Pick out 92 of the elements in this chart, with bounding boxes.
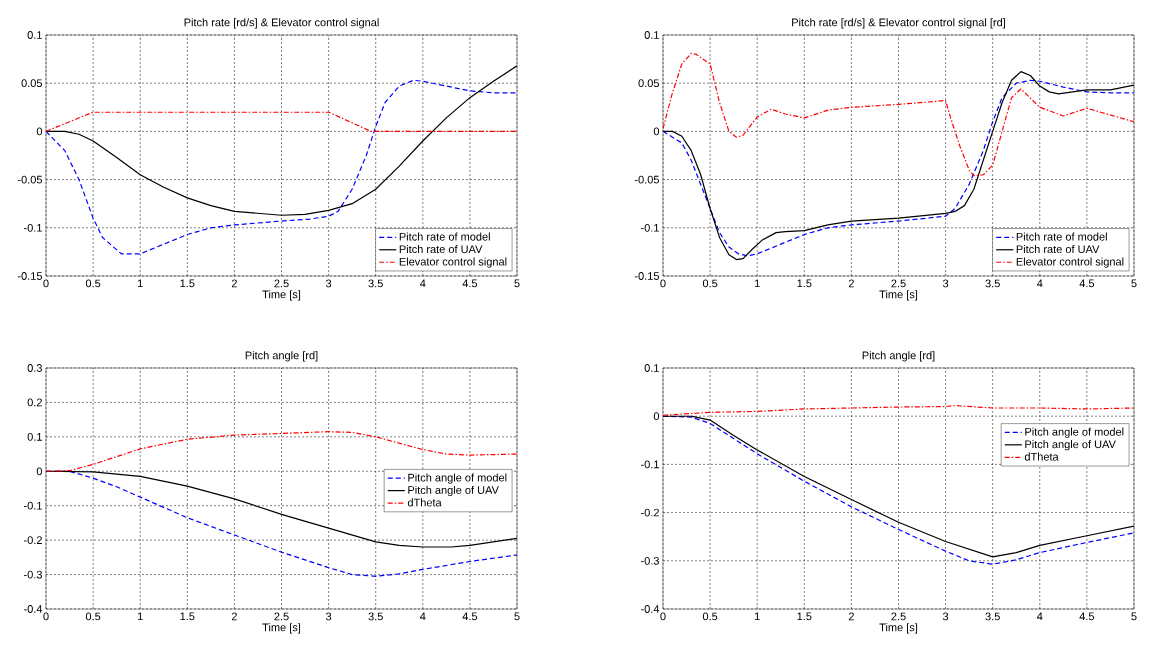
y-tick-label: 0 [653, 127, 660, 136]
x-tick-label: 5 [1131, 279, 1137, 288]
y-tick-label: 0 [653, 412, 660, 421]
y-tick-label: -0.2 [24, 536, 42, 545]
x-tick-label: 3 [325, 612, 332, 621]
x-tick-label: 1.5 [180, 279, 195, 288]
legend-label: Elevator control signal [399, 257, 507, 268]
x-tick-label: 4 [419, 279, 426, 288]
chart-title: Pitch rate [rd/s] & Elevator control signal [rd] [792, 18, 1005, 29]
x-axis-title: Time [s] [879, 290, 918, 301]
y-tick-label: -0.2 [641, 508, 659, 517]
chart-title: Pitch angle [rd] [862, 351, 935, 362]
y-tick-label: -0.1 [24, 501, 42, 510]
x-tick-label: 3 [942, 612, 949, 621]
line-series [46, 431, 517, 472]
y-tick-label: 0.05 [21, 79, 42, 88]
y-tick-label: 0 [36, 127, 43, 136]
y-tick-label: -0.15 [634, 272, 659, 280]
y-tick-label: -0.15 [17, 272, 42, 280]
y-tick-label: -0.4 [24, 605, 43, 613]
x-tick-label: 0.5 [85, 279, 101, 288]
y-tick-label: -0.1 [641, 460, 659, 469]
x-tick-label: 2 [848, 612, 854, 621]
legend-label: Pitch rate of UAV [1016, 245, 1100, 254]
legend-label: dTheta [407, 498, 442, 507]
x-tick-label: 2.5 [891, 279, 906, 288]
y-tick-label: -0.1 [24, 223, 42, 232]
x-tick-label: 3.5 [985, 612, 1000, 621]
x-tick-label: 1.5 [797, 612, 812, 621]
y-tick-label: -0.05 [17, 175, 42, 184]
y-tick-label: 0.1 [644, 364, 659, 372]
legend-label: Pitch angle of UAV [1025, 440, 1116, 451]
legend-label: Pitch rate of UAV [399, 245, 483, 254]
y-tick-label: 0.1 [644, 31, 659, 39]
x-tick-label: 0 [43, 612, 49, 621]
chart-title: Pitch rate [rd/s] & Elevator control signal [184, 18, 379, 29]
y-tick-label: 0.05 [638, 79, 659, 88]
x-tick-label: 3.5 [985, 279, 1000, 288]
y-tick-label: -0.3 [24, 570, 42, 579]
y-tick-label: -0.05 [634, 175, 659, 184]
x-tick-label: 0.5 [85, 612, 101, 621]
x-tick-label: 4.5 [462, 612, 478, 621]
x-tick-label: 0.5 [702, 279, 718, 288]
x-axis-title: Time [s] [262, 290, 301, 301]
legend-label: Pitch rate of model [1016, 232, 1107, 241]
x-tick-label: 1 [754, 279, 760, 288]
y-tick-label: 0.3 [27, 364, 42, 372]
x-tick-label: 2 [231, 279, 237, 288]
x-tick-label: 2.5 [274, 279, 289, 288]
x-tick-label: 3 [325, 279, 332, 288]
line-series [663, 404, 1134, 416]
x-tick-label: 1.5 [180, 612, 195, 621]
x-tick-label: 5 [1131, 612, 1137, 621]
x-tick-label: 1 [137, 279, 143, 288]
x-tick-label: 4.5 [1079, 612, 1095, 621]
x-tick-label: 4.5 [462, 279, 478, 288]
x-tick-label: 2.5 [891, 612, 906, 621]
x-tick-label: 2 [848, 279, 854, 288]
y-tick-label: 0.2 [27, 398, 42, 407]
legend-label: Pitch angle of model [408, 473, 507, 484]
y-tick-label: -0.4 [641, 605, 660, 613]
x-tick-label: 2.5 [274, 612, 289, 621]
x-tick-label: 0 [660, 279, 666, 288]
x-tick-label: 1 [754, 612, 760, 621]
x-axis-title: Time [s] [262, 623, 301, 634]
x-tick-label: 3.5 [368, 279, 383, 288]
x-tick-label: 4.5 [1079, 279, 1095, 288]
x-tick-label: 0.5 [702, 612, 718, 621]
x-tick-label: 5 [514, 612, 520, 621]
y-tick-label: 0.1 [27, 31, 42, 39]
x-tick-label: 0 [660, 612, 666, 621]
x-tick-label: 1 [137, 612, 143, 621]
legend-label: Pitch angle of model [1025, 427, 1124, 438]
x-tick-label: 4 [419, 612, 426, 621]
legend-label: Elevator control signal [1016, 257, 1124, 268]
legend-label: dTheta [1024, 452, 1059, 461]
y-tick-label: 0 [36, 467, 43, 476]
x-tick-label: 3 [942, 279, 949, 288]
chart-title: Pitch angle [rd] [245, 351, 318, 362]
x-axis-title: Time [s] [879, 623, 918, 634]
legend-label: Pitch rate of model [399, 232, 490, 241]
x-tick-label: 1.5 [797, 279, 812, 288]
x-tick-label: 0 [43, 279, 49, 288]
y-tick-label: -0.3 [641, 556, 659, 565]
y-tick-label: 0.1 [27, 432, 42, 441]
y-tick-label: -0.1 [641, 223, 659, 232]
x-tick-label: 2 [231, 612, 237, 621]
x-tick-label: 5 [514, 279, 520, 288]
x-tick-label: 4 [1036, 612, 1043, 621]
legend-label: Pitch angle of UAV [408, 485, 499, 497]
x-tick-label: 4 [1036, 279, 1043, 288]
x-tick-label: 3.5 [368, 612, 383, 621]
